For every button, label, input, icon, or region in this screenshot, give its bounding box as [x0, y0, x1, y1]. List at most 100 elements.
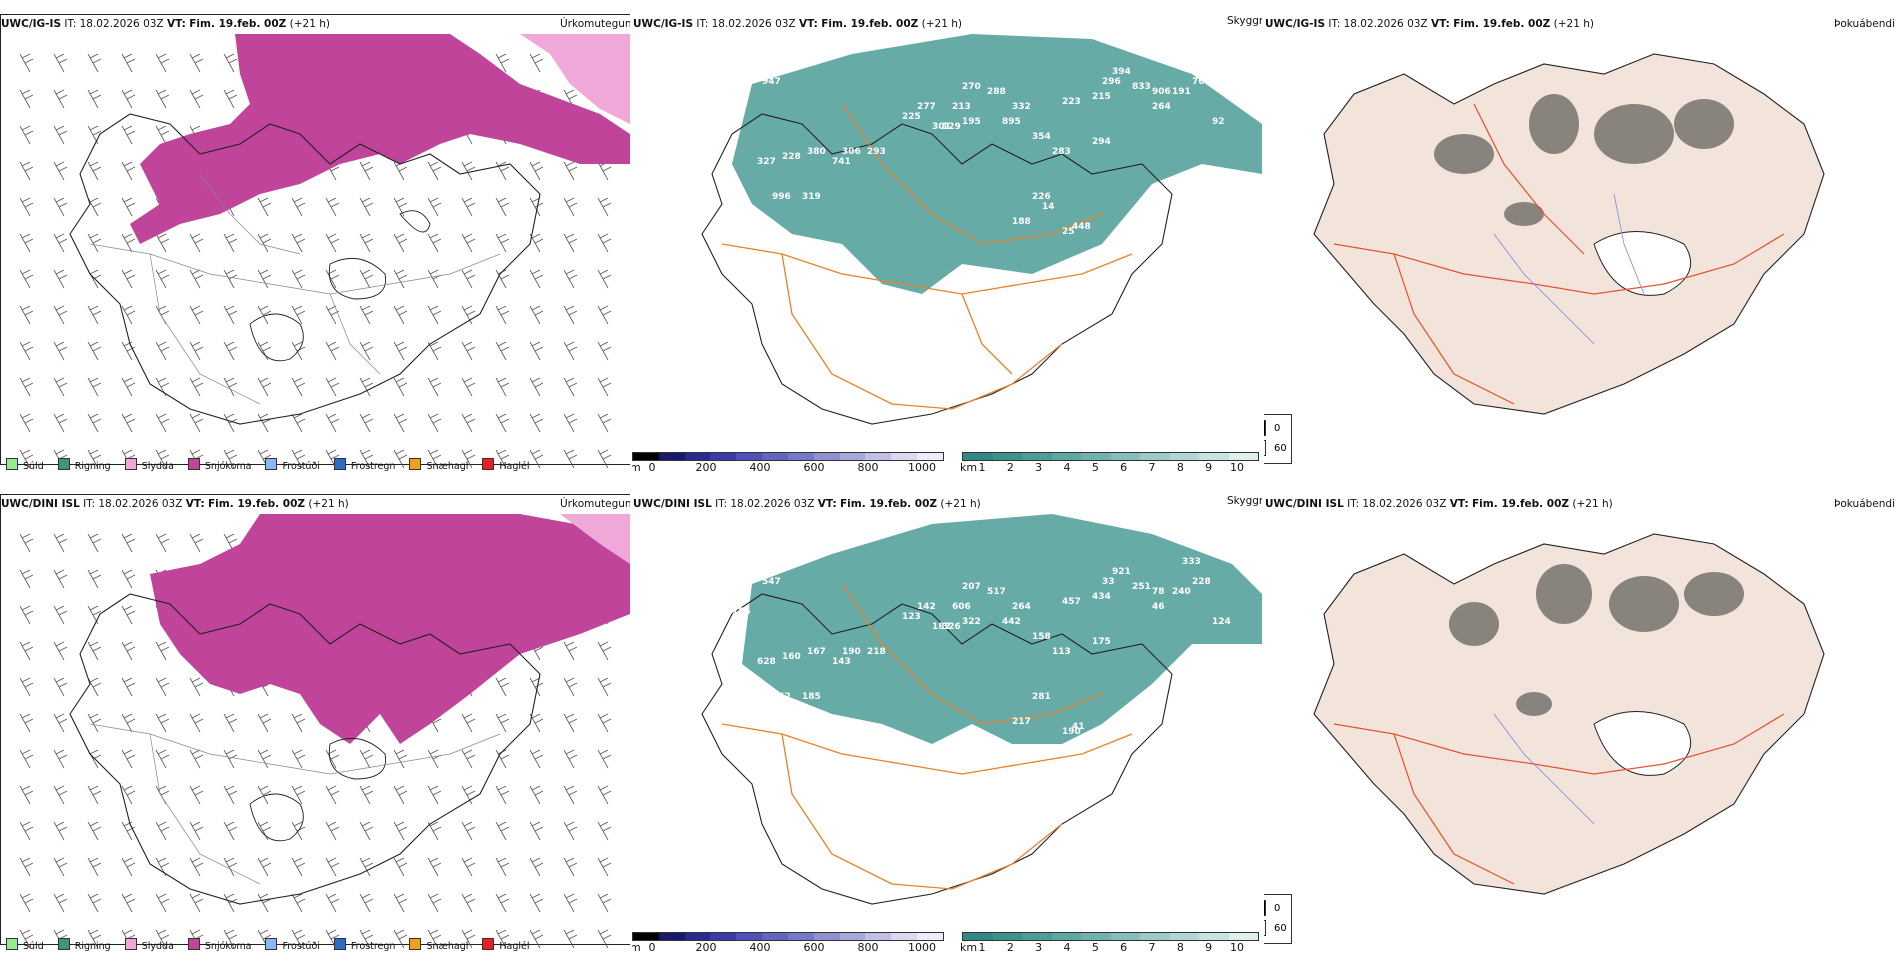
wind-barb: [87, 821, 102, 841]
cloud-base-label: 394: [1112, 67, 1131, 77]
colorbar-tick-label: 1000: [908, 461, 936, 474]
wind-barb: [495, 377, 510, 397]
wind-barb: [87, 677, 102, 697]
wind-barb: [393, 269, 408, 289]
cloud-base-label: 895: [1002, 117, 1021, 127]
cloud-base-label: 442: [1002, 617, 1021, 627]
cloud-base-label: 188: [1012, 217, 1031, 227]
it-value: 18.02.2026 03Z: [98, 498, 183, 510]
wind-barb: [223, 341, 238, 361]
wind-barb: [427, 785, 442, 805]
wind-barb: [223, 893, 238, 913]
colorbar-segment: [813, 933, 840, 940]
wind-barb: [529, 53, 544, 73]
iceland-outline: [69, 593, 541, 905]
wind-barb: [87, 449, 102, 469]
cloud-base-label: 281: [1032, 692, 1051, 702]
precip-legend: Súld Rigning Slydda Snjókoma Frostúði Frostre…: [6, 938, 544, 952]
wind-barb: [563, 857, 578, 877]
colorbar-tick-label: 8: [1176, 941, 1184, 954]
wind-barb: [461, 929, 476, 949]
wind-barb: [427, 305, 442, 325]
cloud-base-label: 240: [1172, 587, 1191, 597]
wind-barb: [597, 677, 612, 697]
wind-barb: [359, 233, 374, 253]
wind-barb: [53, 377, 68, 397]
model-name: UWC/IG-IS: [1265, 18, 1326, 30]
colorbar-unit: km: [960, 461, 978, 474]
roads: [89, 173, 501, 405]
cloud-base-label: 764: [1192, 77, 1211, 87]
wind-barb: [121, 677, 136, 697]
wind-barb: [291, 785, 306, 805]
cloud-base-label: 283: [1052, 147, 1071, 157]
wind-barb: [325, 413, 340, 433]
wind-barb: [495, 677, 510, 697]
snow-area: [130, 34, 630, 244]
wind-barb: [155, 89, 170, 109]
it-value: 18.02.2026 03Z: [730, 498, 815, 510]
wind-barb: [121, 893, 136, 913]
cloud-base-label: 597: [1182, 57, 1201, 67]
colorbar-tick-label: 0: [648, 941, 656, 954]
wind-barb: [121, 125, 136, 145]
cloud-base-label: 223: [1062, 97, 1081, 107]
wind-barb: [19, 749, 34, 769]
it-value: 18.02.2026 03Z: [79, 18, 164, 30]
cloud-base-label: 158: [1032, 632, 1051, 642]
wind-barb: [597, 857, 612, 877]
it-label: IT:: [1328, 18, 1341, 30]
colorbar-segment: [1022, 933, 1052, 940]
glacier-outlines: [249, 737, 387, 842]
legend-swatch: [187, 458, 200, 470]
rivers: [1493, 193, 1645, 345]
wind-barb: [53, 569, 68, 589]
cloud-base-label: 606: [952, 602, 971, 612]
colorbar-segment: [1228, 453, 1258, 460]
colorbar-segment: [658, 453, 685, 460]
wind-barb: [121, 857, 136, 877]
colorbar-tick-label: 5: [1091, 941, 1099, 954]
colorbar-segment: [1199, 933, 1229, 940]
wind-barb: [427, 857, 442, 877]
panel-header: UWC/IG-IS IT: 18.02.2026 03Z VT: Fim. 19…: [1, 18, 330, 30]
wind-barb: [597, 305, 612, 325]
wind-barb: [87, 341, 102, 361]
lead-time: (+21 h): [289, 18, 330, 30]
wind-barb: [495, 413, 510, 433]
vt-label: VT:: [798, 18, 818, 30]
wind-barb: [223, 749, 238, 769]
colorbar-segment: [633, 933, 659, 940]
wind-barb: [495, 893, 510, 913]
colorbar-unit: km: [960, 941, 978, 954]
wind-barb: [155, 341, 170, 361]
roads: [1333, 713, 1785, 885]
cloud-base-label: 947: [762, 77, 781, 87]
cloud-base-label: 191: [1172, 87, 1191, 97]
wind-barb: [393, 341, 408, 361]
wind-barb: [393, 233, 408, 253]
wind-barb: [393, 377, 408, 397]
wind-barb: [87, 641, 102, 661]
it-label: IT:: [715, 498, 728, 510]
fog-legend-label: 60: [1274, 443, 1287, 454]
cloud-base-label: 294: [1092, 137, 1111, 147]
colorbar-segment: [891, 933, 918, 940]
cloud-base-label: 327: [757, 157, 776, 167]
colorbar-strip: [632, 932, 944, 941]
precip-type-map: [19, 514, 630, 949]
legend-label: Frostregn: [350, 461, 396, 472]
colorbar-tick-label: 2: [1006, 461, 1014, 474]
wind-barb: [189, 233, 204, 253]
model-name: UWC/DINI ISL: [1, 498, 80, 510]
cloud-base-label: 143: [832, 657, 851, 667]
cloud-base-label: 123: [902, 612, 921, 622]
wind-barb: [87, 89, 102, 109]
legend-swatch: [482, 458, 495, 470]
wind-barb: [393, 449, 408, 469]
fog-legend-swatch: [1264, 920, 1266, 936]
wind-barb: [359, 821, 374, 841]
wind-barb: [121, 305, 136, 325]
wind-barb: [563, 341, 578, 361]
